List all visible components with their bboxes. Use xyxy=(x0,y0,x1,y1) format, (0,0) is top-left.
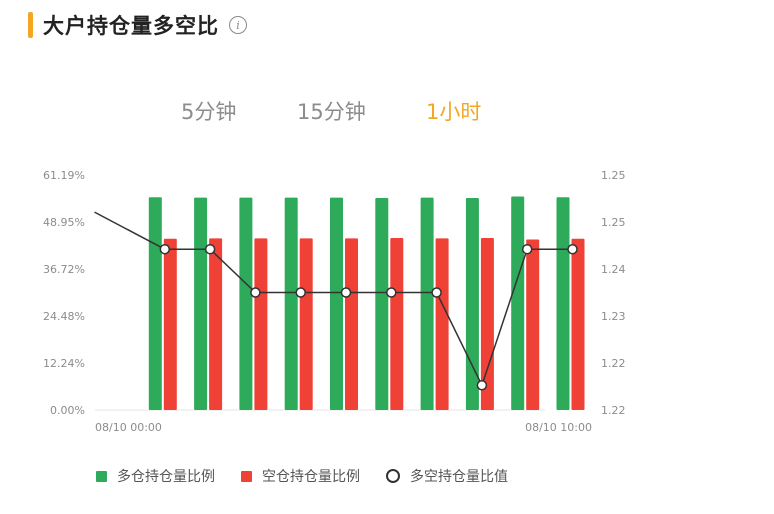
legend-item-short[interactable]: 空仓持仓量比例 xyxy=(241,466,360,486)
x-tick-label-end: 08/10 10:00 xyxy=(525,421,592,434)
y-left-tick-label: 48.95% xyxy=(43,216,85,229)
bar-short[interactable] xyxy=(299,238,313,410)
info-icon[interactable]: i xyxy=(229,16,247,34)
legend-short-label: 空仓持仓量比例 xyxy=(262,469,360,485)
x-tick-label-start: 08/10 00:00 xyxy=(95,421,162,434)
tab-1hour[interactable]: 1小时 xyxy=(426,100,482,124)
y-right-tick-label: 1.25 xyxy=(601,169,626,182)
y-right-tick-label: 1.23 xyxy=(601,310,626,323)
chart-header: 大户持仓量多空比 i xyxy=(28,10,247,40)
bar-short[interactable] xyxy=(345,238,358,410)
ratio-point[interactable] xyxy=(295,287,306,298)
ratio-point[interactable] xyxy=(431,287,442,298)
chart-legend: 多仓持仓量比例 空仓持仓量比例 多空持仓量比值 xyxy=(96,466,534,486)
ratio-point[interactable] xyxy=(567,243,578,255)
bar-short[interactable] xyxy=(163,238,177,410)
ratio-point[interactable] xyxy=(386,287,397,298)
bar-short[interactable] xyxy=(435,238,449,410)
tab-5min[interactable]: 5分钟 xyxy=(181,100,237,124)
bar-long[interactable] xyxy=(556,197,570,410)
legend-item-ratio[interactable]: 多空持仓量比值 xyxy=(386,466,508,486)
y-left-tick-label: 12.24% xyxy=(43,357,85,370)
bar-long[interactable] xyxy=(284,197,298,410)
timeframe-tabs: 5分钟 15分钟 1小时 xyxy=(0,96,774,126)
legend-item-long[interactable]: 多仓持仓量比例 xyxy=(96,466,215,486)
chart-title: 大户持仓量多空比 xyxy=(43,14,219,38)
ratio-point[interactable] xyxy=(204,243,216,255)
y-left-tick-label: 61.19% xyxy=(43,169,85,182)
bar-long[interactable] xyxy=(420,197,434,410)
bar-short[interactable] xyxy=(480,237,494,410)
bar-short[interactable] xyxy=(390,237,404,410)
bar-long[interactable] xyxy=(511,196,525,410)
y-right-tick-label: 1.22 xyxy=(601,357,626,370)
legend-long-label: 多仓持仓量比例 xyxy=(117,469,215,485)
y-left-tick-label: 24.48% xyxy=(43,310,85,323)
legend-ratio-label: 多空持仓量比值 xyxy=(410,469,508,485)
bar-long[interactable] xyxy=(330,197,343,410)
y-right-tick-label: 1.25 xyxy=(601,216,626,229)
bar-long[interactable] xyxy=(148,197,162,410)
bar-short[interactable] xyxy=(254,238,268,410)
y-left-tick-label: 0.00% xyxy=(50,404,85,417)
ratio-point[interactable] xyxy=(476,380,488,391)
y-right-tick-label: 1.22 xyxy=(601,404,626,417)
bar-short[interactable] xyxy=(209,238,223,410)
bar-long[interactable] xyxy=(375,198,389,410)
bar-short[interactable] xyxy=(526,239,540,410)
ratio-point[interactable] xyxy=(340,287,352,298)
y-left-tick-label: 36.72% xyxy=(43,263,85,276)
bar-long[interactable] xyxy=(194,197,208,410)
legend-ratio-marker xyxy=(386,469,400,483)
title-accent-bar xyxy=(28,12,33,38)
legend-long-swatch xyxy=(96,470,107,482)
bar-long[interactable] xyxy=(239,197,253,410)
ratio-point[interactable] xyxy=(250,287,261,298)
bar-short[interactable] xyxy=(571,238,585,410)
ratio-point[interactable] xyxy=(521,243,533,255)
y-right-tick-label: 1.24 xyxy=(601,263,626,276)
legend-short-swatch xyxy=(241,470,252,482)
long-short-ratio-chart: 61.19% 48.95% 36.72% 24.48% 12.24% 0.00% 1.25 1… xyxy=(43,169,626,434)
tab-15min[interactable]: 15分钟 xyxy=(297,100,366,124)
bar-long[interactable] xyxy=(465,198,479,410)
ratio-point[interactable] xyxy=(159,243,171,255)
